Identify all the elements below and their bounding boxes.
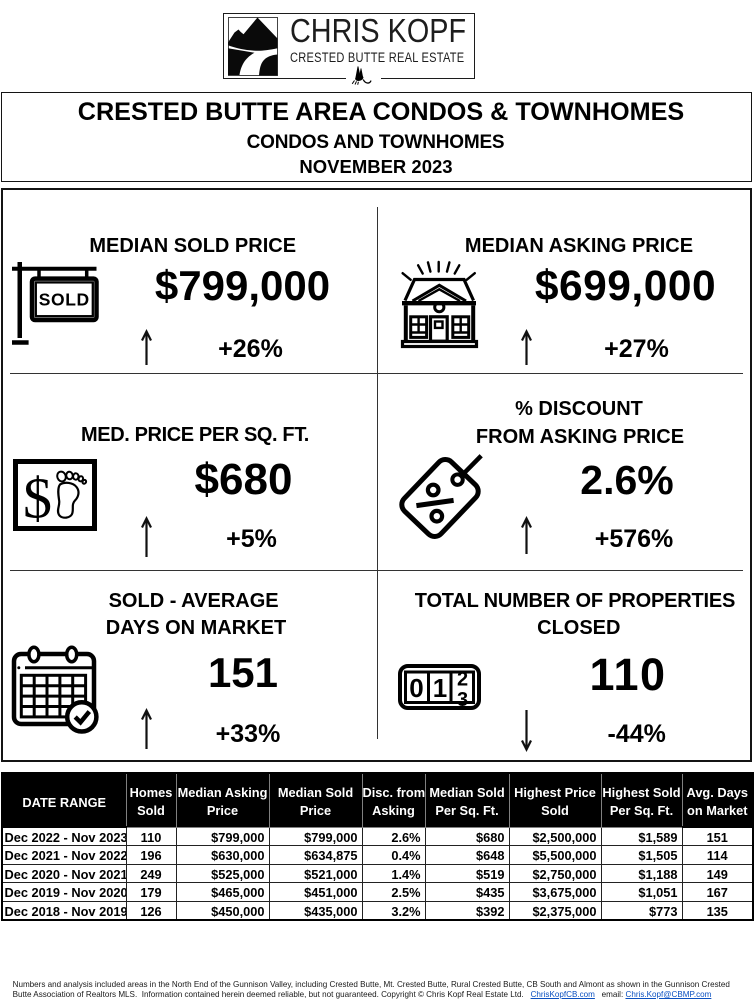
svg-text:SOLD: SOLD xyxy=(39,289,90,309)
svg-text:3: 3 xyxy=(457,689,468,711)
svg-text:$: $ xyxy=(23,466,52,531)
svg-text:0: 0 xyxy=(409,673,423,703)
svg-text:1: 1 xyxy=(433,673,447,703)
svg-text:2: 2 xyxy=(457,669,468,691)
